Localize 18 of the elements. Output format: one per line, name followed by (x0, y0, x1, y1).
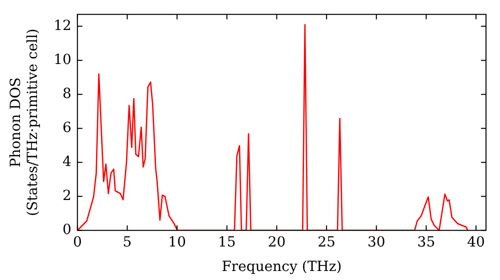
x-tick-label: 40 (467, 234, 485, 250)
x-tick-label: 35 (417, 234, 436, 250)
y-axis-title: Phonon DOS (States/THz·primitive cell) (8, 28, 41, 216)
y-tick-label: 2 (62, 188, 72, 204)
x-tick-label: 0 (72, 234, 82, 250)
y-tick-label: 6 (62, 120, 72, 136)
y-tick-label: 12 (54, 18, 72, 34)
x-tick-label: 20 (268, 234, 286, 250)
y-tick-label: 4 (62, 154, 72, 170)
x-tick-label: 15 (218, 234, 236, 250)
x-axis-title: Frequency (THz) (222, 259, 342, 276)
x-tick-label: 10 (168, 234, 186, 250)
x-tick-label: 5 (122, 234, 132, 250)
y-tick-label: 8 (62, 86, 72, 102)
y-tick-label: 10 (54, 52, 72, 68)
x-tick-label: 30 (367, 234, 386, 250)
x-tick-label: 25 (318, 234, 336, 250)
y-tick-label: 0 (62, 222, 72, 238)
